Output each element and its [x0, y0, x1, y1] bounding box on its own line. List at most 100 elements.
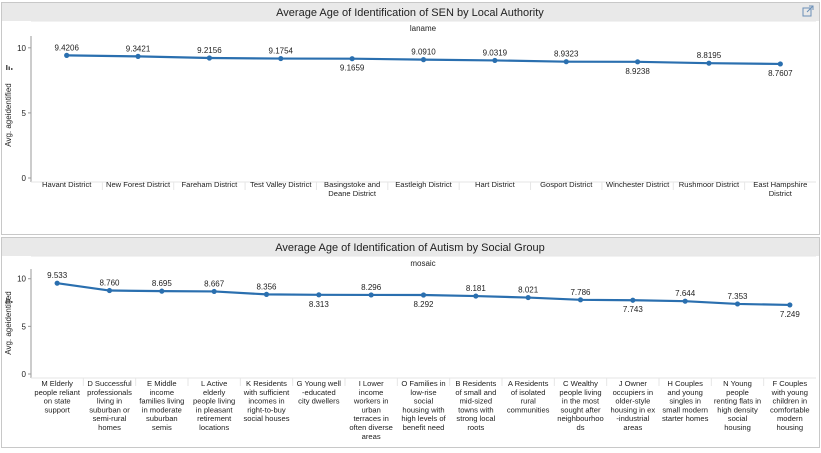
y-tick-label: 0	[22, 174, 27, 183]
x-tick-label: Fareham District	[182, 180, 239, 189]
x-tick-label: O Families in low-rise social housing with h…	[401, 379, 446, 432]
data-label: 8.9323	[554, 50, 579, 59]
data-point[interactable]	[64, 52, 70, 58]
data-label: 8.8195	[697, 51, 722, 60]
data-point[interactable]	[106, 287, 113, 294]
data-label: 9.1659	[340, 64, 365, 73]
data-point[interactable]	[211, 288, 217, 295]
x-tick-label: E Middle income families living in moderate…	[139, 379, 184, 432]
chart-panel-1: Average Age of Identification of SEN by …	[1, 2, 820, 235]
x-tick-label: Gosport District	[540, 180, 593, 189]
data-point[interactable]	[420, 57, 427, 63]
x-tick-label: Hart District	[475, 180, 516, 189]
data-point[interactable]	[734, 301, 741, 307]
y-tick-label: 5	[22, 109, 27, 118]
column-header: mosaic	[410, 259, 435, 268]
panel-frame	[1, 237, 820, 448]
data-point[interactable]	[630, 297, 636, 303]
data-point[interactable]	[316, 292, 322, 298]
data-point[interactable]	[54, 280, 60, 286]
data-point[interactable]	[349, 56, 355, 62]
x-tick-label: F Couples with young children in comfortabl…	[770, 379, 810, 432]
title-bar	[2, 238, 819, 256]
x-tick-label: G Young well -educated city dwellers	[297, 379, 342, 406]
x-tick-label: N Young people renting flats in high densit…	[714, 379, 761, 432]
x-tick-label: Test Valley District	[250, 180, 312, 189]
data-point[interactable]	[777, 61, 783, 67]
y-tick-label: 10	[17, 44, 26, 53]
data-label: 8.313	[309, 300, 330, 309]
data-point[interactable]	[525, 294, 531, 301]
y-tick-label: 5	[22, 322, 27, 331]
x-tick-label: Rushmoor District	[679, 180, 740, 189]
x-tick-label: M Elderly people reliant on state support	[34, 379, 80, 414]
data-point[interactable]	[159, 288, 165, 294]
bar-chart-icon	[6, 65, 8, 70]
data-label: 9.0910	[411, 48, 436, 57]
data-point[interactable]	[492, 57, 498, 64]
data-label: 9.533	[47, 271, 68, 280]
x-tick-label: D Successful professionals living in suburb…	[87, 379, 132, 432]
external-link-icon[interactable]	[802, 5, 814, 17]
y-tick-label: 10	[17, 275, 26, 284]
data-label: 8.296	[361, 283, 382, 292]
data-point[interactable]	[787, 302, 793, 308]
x-tick-label: H Couples and young singles in small modern…	[662, 379, 709, 423]
y-axis-title: Avg. ageidentified	[4, 291, 13, 354]
panel-frame	[1, 2, 820, 235]
x-tick-label: East Hampshire District	[753, 180, 807, 198]
y-axis-title: Avg. ageidentified	[4, 83, 13, 146]
x-tick-label: J Owner occupiers in older-style housing in…	[610, 379, 655, 432]
data-label: 8.356	[256, 282, 277, 291]
data-label: 9.4206	[54, 43, 79, 52]
x-tick-label: A Residents of isolated rural communities	[507, 379, 550, 414]
x-tick-label: I Lower income workers in urban terraces in o…	[349, 379, 392, 441]
data-point[interactable]	[263, 291, 270, 297]
data-label: 8.667	[204, 279, 225, 288]
y-tick-label: 0	[22, 370, 27, 379]
title-bar	[2, 3, 819, 21]
chart-panel-2: Average Age of Identification of Autism …	[1, 237, 820, 448]
data-label: 7.644	[675, 289, 696, 298]
data-label: 8.021	[518, 286, 539, 295]
column-header: laname	[410, 24, 437, 33]
chart-title: Average Age of Identification of Autism …	[275, 242, 544, 254]
bar-chart-icon	[6, 298, 8, 303]
data-label: 8.760	[99, 279, 120, 288]
x-tick-label: B Residents of small and mid-sized towns wi…	[455, 379, 496, 432]
data-point[interactable]	[473, 293, 479, 299]
chart-title: Average Age of Identification of SEN by …	[276, 7, 544, 19]
data-label: 8.7607	[768, 69, 793, 78]
data-label: 8.292	[413, 300, 434, 309]
data-label: 7.743	[623, 305, 644, 314]
data-point[interactable]	[634, 59, 641, 65]
data-label: 9.1754	[269, 47, 294, 56]
x-tick-label: Winchester District	[606, 180, 670, 189]
data-label: 9.3421	[126, 44, 151, 53]
data-label: 7.249	[780, 310, 801, 319]
data-point[interactable]	[206, 55, 213, 61]
data-label: 9.2156	[197, 46, 222, 55]
x-tick-label: New Forest District	[106, 180, 171, 189]
data-point[interactable]	[577, 297, 584, 303]
x-tick-label: C Wealthy people living in the most sought …	[557, 379, 603, 432]
data-label: 7.353	[727, 292, 748, 301]
data-point[interactable]	[368, 292, 374, 298]
data-point[interactable]	[420, 292, 427, 298]
x-tick-label: L Active elderly people living in pleasant r…	[193, 379, 235, 432]
x-tick-label: Eastleigh District	[395, 180, 452, 189]
x-tick-label: Basingstoke and Deane District	[324, 180, 380, 198]
data-point[interactable]	[706, 60, 712, 66]
data-point[interactable]	[278, 55, 284, 62]
x-tick-label: K Residents with sufficient incomes in righ…	[243, 379, 290, 423]
x-tick-label: Havant District	[42, 180, 92, 189]
data-label: 9.0319	[483, 48, 508, 57]
data-label: 8.695	[152, 279, 173, 288]
data-point[interactable]	[135, 53, 141, 59]
data-label: 7.786	[570, 288, 591, 297]
data-point[interactable]	[682, 298, 688, 304]
data-point[interactable]	[563, 59, 569, 65]
data-label: 8.9238	[625, 67, 650, 76]
